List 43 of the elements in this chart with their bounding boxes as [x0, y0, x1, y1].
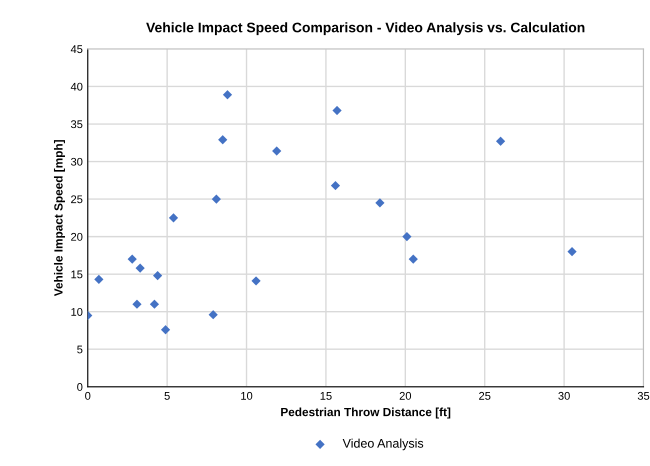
- point: [375, 198, 385, 208]
- point: [496, 136, 506, 146]
- x-tick-label: 10: [241, 392, 252, 400]
- point: [212, 194, 221, 204]
- point: [208, 310, 218, 320]
- point: [168, 213, 178, 222]
- point: [408, 254, 418, 264]
- x-axis-title: Pedestrian Throw Distance [ft]: [281, 408, 450, 419]
- point: [402, 232, 412, 242]
- y-tick-label: 35: [70, 120, 82, 128]
- point: [136, 264, 145, 273]
- x-tick-label: 30: [558, 392, 570, 400]
- point: [272, 146, 282, 156]
- point: [222, 90, 232, 100]
- point: [132, 300, 142, 309]
- y-tick-label: 45: [70, 45, 82, 54]
- y-tick-label: 40: [70, 82, 82, 91]
- chart-title: Vehicle Impact Speed Comparison - Video Analysis vs. Calculation: [146, 22, 584, 36]
- point: [251, 276, 261, 286]
- point: [160, 325, 170, 334]
- y-tick-label: 15: [71, 270, 82, 278]
- y-tick-label: 20: [71, 232, 82, 241]
- legend-label: Video Analysis: [342, 438, 424, 450]
- y-tick-label: 10: [71, 308, 82, 316]
- x-tick-label: 20: [400, 392, 412, 400]
- point: [150, 300, 160, 309]
- y-axis-title: Vehicle Impact Speed [mph]: [54, 140, 65, 296]
- point: [332, 106, 342, 116]
- y-tick-label: 5: [77, 346, 82, 354]
- x-tick-label: 0: [85, 392, 90, 400]
- point: [218, 135, 228, 144]
- point: [153, 271, 162, 280]
- y-tick-label: 25: [71, 195, 82, 204]
- y-tick-label: 0: [77, 383, 82, 391]
- point: [330, 180, 340, 190]
- x-tick-label: 5: [164, 392, 170, 400]
- x-tick-label: 15: [320, 392, 332, 400]
- point: [94, 274, 104, 284]
- x-tick-label: 25: [479, 392, 490, 400]
- y-tick-label: 30: [70, 158, 82, 166]
- point: [567, 247, 577, 256]
- x-tick-label: 35: [638, 392, 650, 400]
- point: [128, 254, 137, 264]
